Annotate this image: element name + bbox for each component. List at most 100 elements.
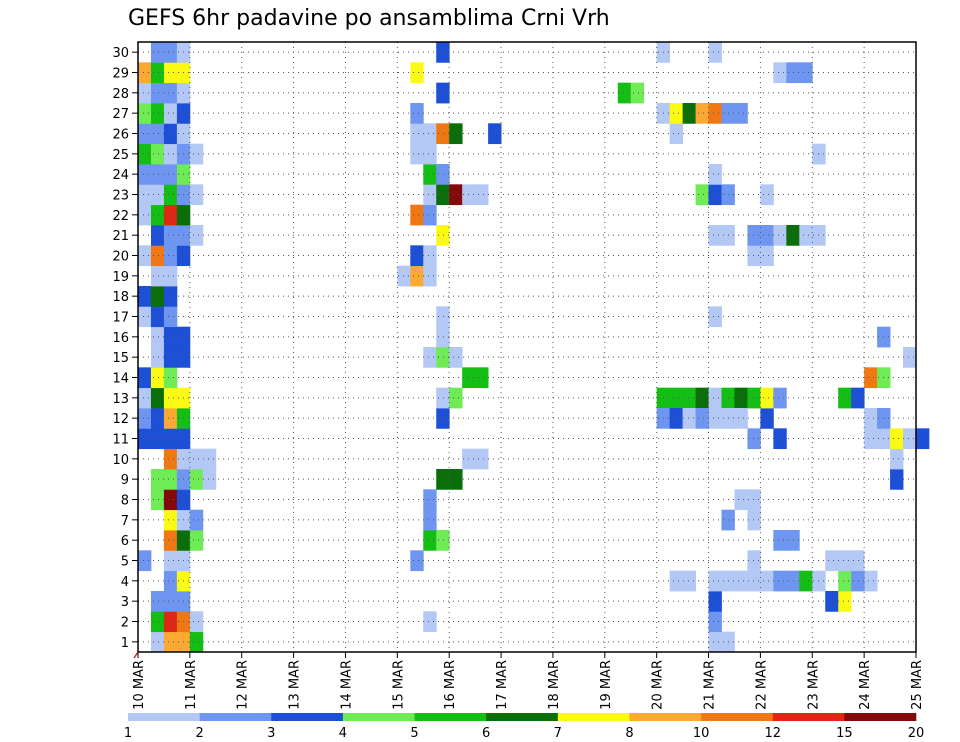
heatmap-cell — [747, 225, 761, 246]
heatmap-cell — [449, 387, 463, 409]
colorbar-swatch — [342, 713, 415, 721]
heatmap-cell — [760, 408, 774, 429]
x-tick-label: 22 MAR — [754, 660, 769, 710]
heatmap-cell — [436, 469, 450, 490]
heatmap-cell — [436, 408, 450, 429]
heatmap-cell — [163, 306, 178, 328]
heatmap-cell — [669, 123, 683, 145]
heatmap-cell — [890, 469, 904, 490]
heatmap-cell — [138, 387, 152, 409]
heatmap-cell — [163, 591, 178, 612]
heatmap-cell — [150, 347, 165, 368]
heatmap-cell — [773, 62, 787, 84]
heatmap-cell — [423, 530, 437, 551]
heatmap-cell — [163, 408, 178, 429]
colorbar-label: 2 — [195, 726, 203, 741]
heatmap-cell — [475, 367, 489, 389]
y-tick-label: 3 — [121, 595, 129, 610]
heatmap-cell — [825, 591, 839, 612]
heatmap-cell — [436, 82, 450, 104]
heatmap-cell — [150, 469, 165, 490]
heatmap-cell — [734, 489, 748, 511]
y-tick-label: 24 — [112, 168, 129, 183]
heatmap-cell — [488, 123, 502, 145]
heatmap-cell — [189, 611, 204, 633]
heatmap-cell — [410, 204, 424, 226]
colorbar-swatch — [629, 713, 702, 721]
heatmap-cell — [475, 448, 489, 470]
heatmap-cell — [695, 408, 709, 429]
heatmap-cell — [708, 611, 722, 633]
heatmap-cell — [163, 448, 178, 470]
y-tick-label: 7 — [121, 514, 129, 529]
heatmap-cell — [138, 286, 152, 307]
x-tick-label: 13 MAR — [288, 660, 303, 710]
heatmap-cell — [436, 530, 450, 551]
y-tick-label: 26 — [112, 128, 129, 143]
heatmap-cell — [423, 204, 437, 226]
colorbar-swatch — [701, 713, 774, 721]
colorbar-label: 3 — [267, 726, 275, 741]
heatmap-cell — [150, 82, 165, 104]
heatmap-cell — [163, 245, 178, 267]
x-tick-label: 12 MAR — [236, 660, 251, 710]
heatmap-cell — [436, 306, 450, 328]
heatmap-cell — [410, 123, 424, 145]
heatmap-cell — [150, 123, 165, 145]
heatmap-cell — [890, 448, 904, 470]
heatmap-cell — [734, 570, 748, 592]
heatmap-cell — [436, 184, 450, 206]
heatmap-cell — [708, 387, 722, 409]
heatmap-cell — [760, 387, 774, 409]
heatmap-cell — [903, 428, 917, 450]
heatmap-cell — [163, 225, 178, 246]
heatmap-cell — [708, 591, 722, 612]
colorbar-label: 7 — [554, 726, 562, 741]
heatmap-cell — [138, 428, 152, 450]
heatmap-cell — [138, 143, 152, 165]
heatmap-cell — [163, 469, 178, 490]
heatmap-cell — [773, 225, 787, 246]
y-tick-label: 2 — [121, 616, 129, 631]
x-tick-label: 10 MAR — [132, 660, 147, 710]
heatmap-cell — [163, 265, 178, 287]
heatmap-cell — [423, 164, 437, 185]
heatmap-cell — [436, 123, 450, 145]
heatmap-cell — [747, 509, 761, 531]
heatmap-cell — [708, 225, 722, 246]
heatmap-cell — [617, 82, 632, 104]
heatmap-cell — [851, 570, 865, 592]
colorbar-label: 8 — [625, 726, 633, 741]
heatmap-cell — [163, 631, 178, 653]
heatmap-cell — [630, 82, 645, 104]
heatmap-cell — [708, 631, 722, 653]
heatmap-cell — [734, 387, 748, 409]
y-tick-label: 18 — [112, 290, 129, 305]
heatmap-cell — [799, 570, 813, 592]
heatmap-cell — [189, 225, 204, 246]
start-marker — [133, 651, 139, 659]
heatmap-cell — [163, 164, 178, 185]
heatmap-cell — [436, 326, 450, 348]
heatmap-cell — [682, 570, 696, 592]
heatmap-cell — [773, 570, 787, 592]
y-tick-label: 19 — [112, 270, 129, 285]
heatmap-cell — [747, 245, 761, 267]
heatmap-cell — [838, 550, 852, 572]
heatmap-cell — [760, 184, 774, 206]
heatmap-cell — [163, 184, 178, 206]
chart-title: GEFS 6hr padavine po ansamblima Crni Vrh — [128, 6, 610, 31]
y-tick-label: 27 — [112, 107, 129, 122]
heatmap-cell — [864, 367, 878, 389]
heatmap-cell — [150, 184, 165, 206]
x-tick-label: 18 MAR — [547, 660, 562, 710]
heatmap-cell — [695, 103, 709, 124]
y-tick-label: 11 — [112, 433, 129, 448]
colorbar-label: 15 — [836, 726, 853, 741]
heatmap-cell — [163, 62, 178, 84]
y-tick-label: 28 — [112, 87, 129, 102]
x-tick-label: 19 MAR — [599, 660, 614, 710]
y-tick-label: 16 — [112, 331, 129, 346]
heatmap-cell — [163, 509, 178, 531]
